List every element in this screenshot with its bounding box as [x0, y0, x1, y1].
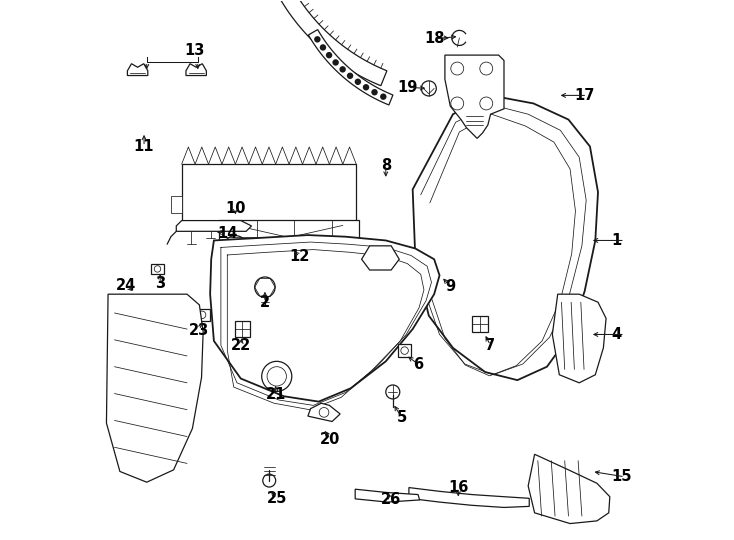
Polygon shape — [181, 164, 356, 223]
Text: 20: 20 — [320, 431, 341, 447]
Polygon shape — [308, 30, 393, 105]
Polygon shape — [176, 220, 252, 231]
Polygon shape — [308, 403, 340, 422]
Text: 25: 25 — [266, 491, 287, 506]
Polygon shape — [171, 197, 181, 213]
Circle shape — [339, 66, 346, 72]
Polygon shape — [355, 489, 420, 502]
Polygon shape — [235, 321, 250, 337]
Polygon shape — [398, 344, 411, 357]
Text: 7: 7 — [485, 338, 495, 353]
Text: 8: 8 — [381, 158, 391, 173]
Text: 18: 18 — [424, 31, 444, 46]
Polygon shape — [472, 316, 488, 332]
Polygon shape — [151, 264, 164, 274]
Text: 13: 13 — [184, 43, 204, 58]
Circle shape — [380, 93, 387, 100]
Text: 21: 21 — [266, 387, 286, 402]
Text: 19: 19 — [398, 80, 418, 95]
Circle shape — [333, 59, 339, 66]
Polygon shape — [362, 246, 399, 270]
Circle shape — [314, 36, 321, 43]
Text: 16: 16 — [448, 480, 468, 495]
Circle shape — [320, 44, 326, 51]
Text: 1: 1 — [611, 233, 622, 248]
Polygon shape — [528, 454, 610, 524]
Text: 11: 11 — [134, 139, 154, 154]
Polygon shape — [186, 64, 206, 76]
Text: 24: 24 — [116, 278, 137, 293]
Text: 6: 6 — [413, 356, 423, 372]
Polygon shape — [409, 488, 529, 508]
Text: 2: 2 — [260, 295, 270, 310]
Text: 9: 9 — [446, 279, 455, 294]
Text: 15: 15 — [611, 469, 632, 484]
Circle shape — [371, 89, 378, 96]
Text: 23: 23 — [189, 323, 209, 338]
Circle shape — [326, 52, 333, 58]
Text: 22: 22 — [230, 338, 251, 353]
Polygon shape — [445, 55, 504, 138]
Polygon shape — [413, 96, 598, 380]
Text: 3: 3 — [155, 276, 165, 291]
Circle shape — [363, 84, 369, 91]
Text: 5: 5 — [397, 410, 407, 425]
Text: 4: 4 — [611, 327, 622, 342]
Polygon shape — [553, 294, 606, 383]
Polygon shape — [128, 64, 148, 76]
Circle shape — [355, 78, 361, 85]
Polygon shape — [271, 0, 387, 86]
Polygon shape — [210, 235, 440, 402]
Polygon shape — [219, 220, 359, 255]
Text: 10: 10 — [225, 201, 246, 215]
Text: 26: 26 — [381, 492, 401, 507]
Text: 14: 14 — [217, 226, 238, 241]
Polygon shape — [194, 309, 210, 321]
Text: 12: 12 — [290, 249, 310, 264]
Polygon shape — [106, 294, 203, 482]
Text: 17: 17 — [574, 88, 595, 103]
Circle shape — [347, 72, 353, 79]
